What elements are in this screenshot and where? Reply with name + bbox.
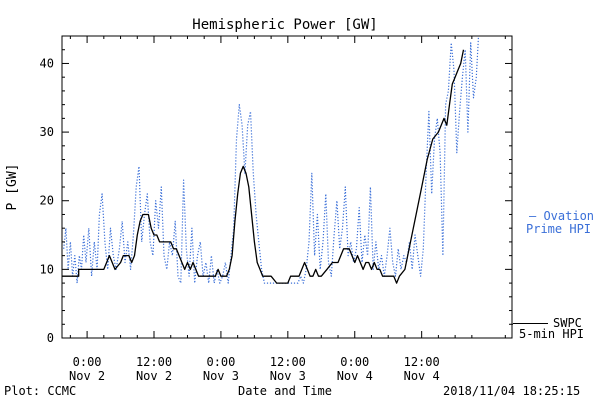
x-tick-label-time: 0:00 bbox=[73, 355, 102, 369]
legend-swpc: SWPC 5-min HPI bbox=[513, 316, 584, 341]
x-tick-label-date: Nov 4 bbox=[337, 369, 373, 383]
legend-ovation: — Ovation Prime HPI bbox=[526, 209, 594, 236]
timestamp: 2018/11/04 18:25:15 bbox=[443, 384, 580, 398]
series-layer bbox=[62, 35, 480, 284]
x-tick-label-date: Nov 3 bbox=[270, 369, 306, 383]
y-tick-label: 0 bbox=[47, 331, 54, 345]
legend-swpc-line1: SWPC bbox=[553, 316, 582, 330]
x-tick-label-date: Nov 3 bbox=[203, 369, 239, 383]
legend-ovation-line1: — Ovation bbox=[529, 209, 594, 223]
x-tick-label-time: 0:00 bbox=[340, 355, 369, 369]
plot-frame bbox=[61, 35, 513, 339]
legend-ovation-line2: Prime HPI bbox=[526, 222, 591, 236]
x-tick-label-date: Nov 4 bbox=[404, 369, 440, 383]
y-axis-label: P [GW] bbox=[5, 164, 20, 211]
x-axis-label: Date and Time bbox=[238, 384, 332, 398]
plot-credit: Plot: CCMC bbox=[4, 384, 76, 398]
series-ovation-prime-hpi bbox=[63, 35, 480, 284]
series-swpc-5min-hpi bbox=[62, 49, 465, 284]
x-tick-label-date: Nov 2 bbox=[69, 369, 105, 383]
x-tick-label-time: 12:00 bbox=[404, 355, 440, 369]
y-tick-label: 20 bbox=[40, 194, 54, 208]
x-tick-label-time: 12:00 bbox=[136, 355, 172, 369]
x-tick-label-date: Nov 2 bbox=[136, 369, 172, 383]
legend-swpc-line2: 5-min HPI bbox=[519, 327, 584, 341]
y-tick-label: 10 bbox=[40, 262, 54, 276]
x-tick-label-time: 0:00 bbox=[206, 355, 235, 369]
chart-title: Hemispheric Power [GW] bbox=[192, 17, 377, 33]
y-tick-label: 30 bbox=[40, 125, 54, 139]
x-tick-label-time: 12:00 bbox=[270, 355, 306, 369]
y-tick-label: 40 bbox=[40, 56, 54, 70]
